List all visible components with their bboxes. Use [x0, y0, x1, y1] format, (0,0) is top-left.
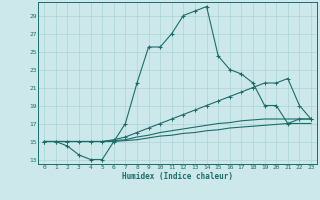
X-axis label: Humidex (Indice chaleur): Humidex (Indice chaleur) — [122, 172, 233, 181]
